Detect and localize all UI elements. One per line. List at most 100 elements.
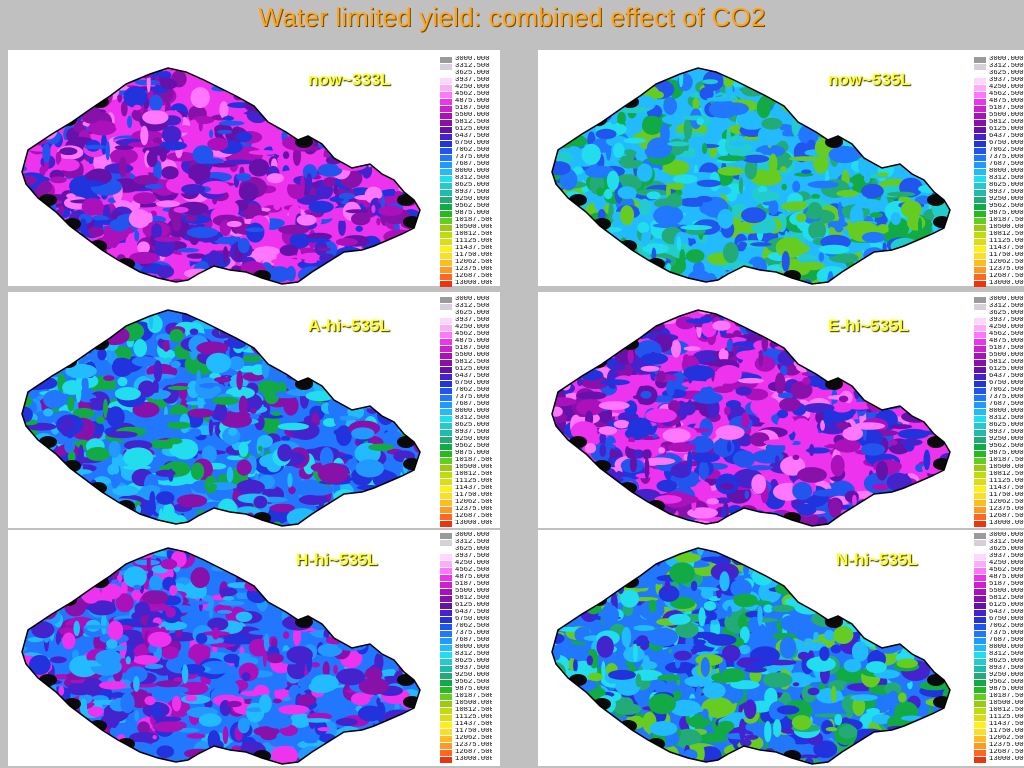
legend-value: 7062.500 <box>989 387 1024 394</box>
legend-value: 8312.500 <box>989 415 1024 422</box>
legend-swatch <box>440 273 452 280</box>
legend-value: 9562.500 <box>989 679 1024 686</box>
legend-row: 9250.000 <box>440 196 492 203</box>
legend-value: 6750.000 <box>989 140 1024 147</box>
legend-swatch <box>440 373 452 380</box>
legend-value: 9875.000 <box>989 686 1024 693</box>
legend-value: 7062.500 <box>455 387 490 394</box>
legend-row: 3937.500 <box>440 553 492 560</box>
legend-value: 10187.500 <box>989 457 1024 464</box>
legend-value: 11750.000 <box>455 492 492 499</box>
legend-row: 11437.500 <box>440 485 492 492</box>
legend-swatch <box>440 485 452 492</box>
legend-value: 3625.000 <box>989 546 1024 553</box>
legend-swatch <box>440 429 452 436</box>
legend-row: 3312.500 <box>974 539 1024 546</box>
legend-row: 8625.000 <box>440 182 492 189</box>
legend-swatch <box>440 196 452 203</box>
legend-row: 5812.500 <box>440 595 492 602</box>
legend-swatch <box>440 450 452 457</box>
legend-value: 4562.500 <box>989 331 1024 338</box>
legend-value: 5187.500 <box>989 581 1024 588</box>
legend-row: 4562.500 <box>974 567 1024 574</box>
legend-swatch <box>440 464 452 471</box>
legend-swatch <box>440 77 452 84</box>
legend-row: 3625.000 <box>974 70 1024 77</box>
legend-swatch <box>440 189 452 196</box>
legend-swatch <box>440 126 452 133</box>
legend-swatch <box>440 259 452 266</box>
legend-swatch <box>440 595 452 602</box>
legend-value: 11437.500 <box>455 485 492 492</box>
legend-row: 3937.500 <box>440 77 492 84</box>
legend-row: 12375.000 <box>440 266 492 273</box>
legend-value: 3000.000 <box>989 56 1024 63</box>
legend-row: 11437.500 <box>974 485 1024 492</box>
legend-row: 6437.500 <box>974 133 1024 140</box>
legend-value: 12687.500 <box>455 513 492 520</box>
legend-row: 6750.000 <box>974 380 1024 387</box>
legend-swatch <box>974 210 986 217</box>
legend-swatch <box>974 616 986 623</box>
legend-row: 13000.000 <box>974 280 1024 287</box>
legend-swatch <box>974 457 986 464</box>
legend-swatch <box>974 686 986 693</box>
legend-swatch <box>974 588 986 595</box>
legend-row: 10187.500 <box>974 693 1024 700</box>
legend-swatch <box>974 609 986 616</box>
scenario-label: A-hi~535L <box>308 316 390 335</box>
legend-swatch <box>440 224 452 231</box>
legend-value: 8625.000 <box>989 658 1024 665</box>
color-legend: 3000.000 3312.500 3625.000 3937.500 4250.000… <box>440 56 492 287</box>
legend-swatch <box>974 707 986 714</box>
legend-value: 8937.500 <box>455 429 490 436</box>
legend-value: 5187.500 <box>989 105 1024 112</box>
legend-swatch <box>974 196 986 203</box>
legend-swatch <box>974 303 986 310</box>
legend-swatch <box>440 623 452 630</box>
yield-map <box>21 67 421 285</box>
legend-value: 11437.500 <box>989 721 1024 728</box>
legend-value: 9250.000 <box>455 196 490 203</box>
legend-value: 6125.000 <box>989 126 1024 133</box>
legend-value: 8000.000 <box>989 168 1024 175</box>
legend-swatch <box>440 651 452 658</box>
legend-swatch <box>974 203 986 210</box>
legend-value: 6750.000 <box>455 616 490 623</box>
legend-value: 11125.000 <box>455 478 492 485</box>
legend-value: 6750.000 <box>455 140 490 147</box>
legend-swatch <box>440 658 452 665</box>
legend-row: 12687.500 <box>974 513 1024 520</box>
legend-row: 6125.000 <box>974 126 1024 133</box>
legend-value: 4562.500 <box>455 567 490 574</box>
country-border <box>21 67 421 285</box>
legend-row: 4875.000 <box>974 574 1024 581</box>
legend-value: 11437.500 <box>455 245 492 252</box>
legend-value: 7687.500 <box>455 401 490 408</box>
legend-swatch <box>974 443 986 450</box>
legend-row: 8312.500 <box>440 175 492 182</box>
legend-swatch <box>974 373 986 380</box>
legend-swatch <box>974 245 986 252</box>
legend-row: 12687.500 <box>440 513 492 520</box>
legend-swatch <box>974 581 986 588</box>
legend-swatch <box>974 133 986 140</box>
legend-swatch <box>440 359 452 366</box>
map-panel-4: E-hi~535L <box>538 292 1024 528</box>
legend-value: 8312.500 <box>989 175 1024 182</box>
legend-value: 7375.000 <box>989 154 1024 161</box>
legend-swatch <box>440 539 452 546</box>
legend-value: 5500.000 <box>989 352 1024 359</box>
legend-row: 11750.000 <box>440 492 492 499</box>
legend-row: 10187.500 <box>440 693 492 700</box>
legend-value: 10500.000 <box>989 224 1024 231</box>
legend-value: 13000.000 <box>455 520 492 527</box>
legend-value: 5187.500 <box>455 581 490 588</box>
legend-swatch <box>440 735 452 742</box>
legend-row: 3312.500 <box>974 303 1024 310</box>
legend-value: 12687.500 <box>989 749 1024 756</box>
legend-swatch <box>974 728 986 735</box>
legend-value: 4875.000 <box>989 574 1024 581</box>
legend-swatch <box>440 492 452 499</box>
legend-swatch <box>440 231 452 238</box>
